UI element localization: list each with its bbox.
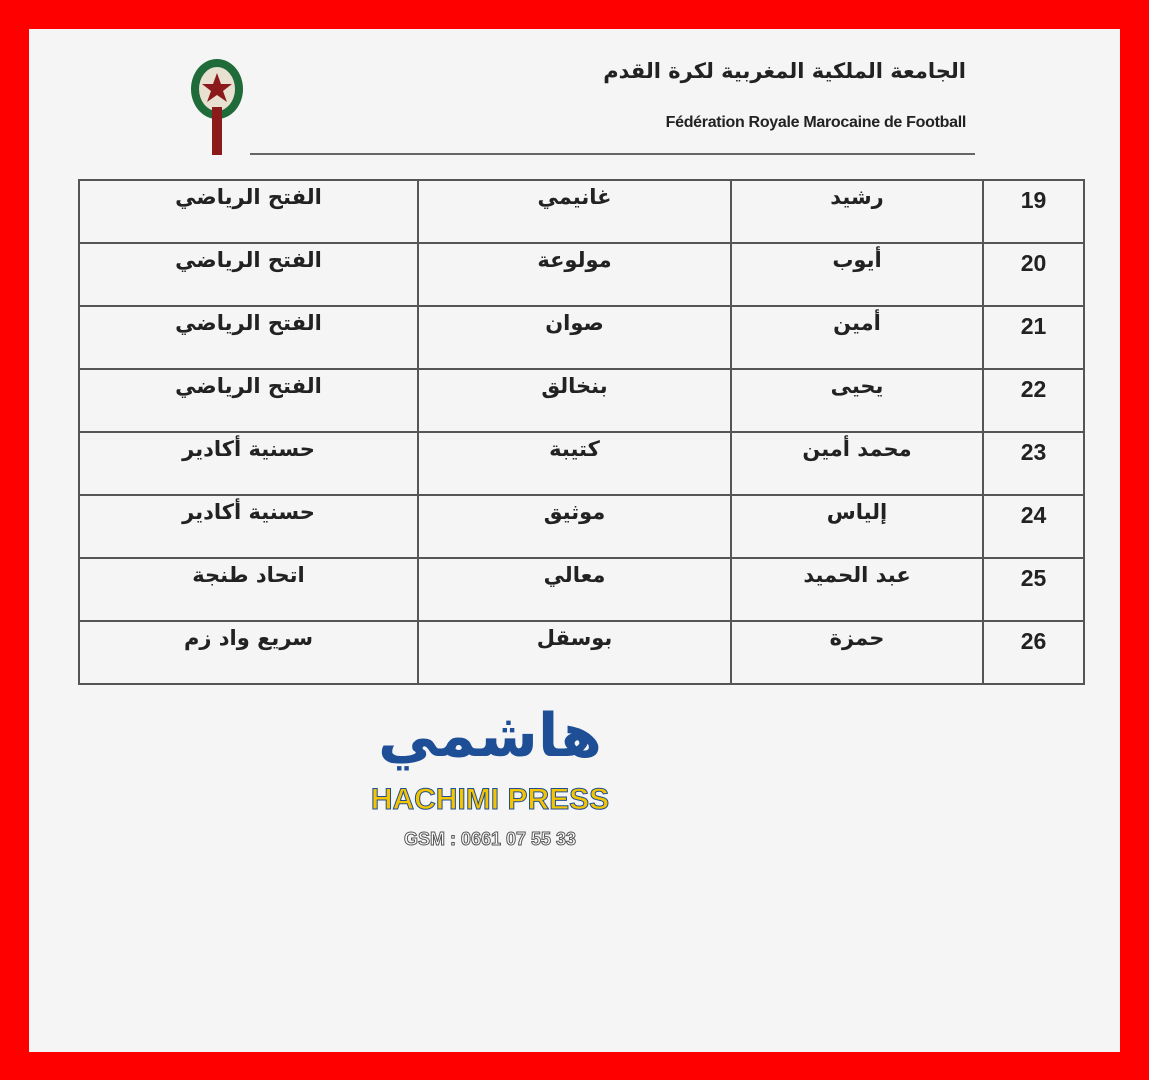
player-number: 21	[982, 305, 1085, 370]
club-cell: الفتح الرياضي	[78, 242, 419, 307]
table-row: 24 إلياس موثيق حسنية أكادير	[78, 494, 1085, 559]
club-cell: الفتح الرياضي	[78, 179, 419, 244]
player-number: 24	[982, 494, 1085, 559]
first-name-cell: إلياس	[730, 494, 984, 559]
last-name-cell: صوان	[417, 305, 732, 370]
player-number: 22	[982, 368, 1085, 433]
player-number: 25	[982, 557, 1085, 622]
players-table: 19 رشيد غانيمي الفتح الرياضي 20 أيوب مولوعة الف…	[78, 179, 1085, 685]
first-name-cell: محمد أمين	[730, 431, 984, 496]
table-row: 20 أيوب مولوعة الفتح الرياضي	[78, 242, 1085, 307]
frmf-logo	[191, 59, 243, 155]
table-row: 26 حمزة بوسقل سريع واد زم	[78, 620, 1085, 685]
club-cell: سريع واد زم	[78, 620, 419, 685]
table-row: 25 عبد الحميد معالي اتحاد طنجة	[78, 557, 1085, 622]
first-name-cell: أيوب	[730, 242, 984, 307]
club-cell: الفتح الرياضي	[78, 305, 419, 370]
player-number: 26	[982, 620, 1085, 685]
last-name-cell: غانيمي	[417, 179, 732, 244]
header-divider	[250, 153, 975, 155]
federation-title-french: Fédération Royale Marocaine de Football	[665, 114, 967, 131]
first-name-cell: حمزة	[730, 620, 984, 685]
first-name-cell: يحيى	[730, 368, 984, 433]
player-number: 20	[982, 242, 1085, 307]
table-row: 19 رشيد غانيمي الفتح الرياضي	[78, 179, 1085, 244]
club-cell: اتحاد طنجة	[78, 557, 419, 622]
first-name-cell: رشيد	[730, 179, 984, 244]
table-row: 22 يحيى بنخالق الفتح الرياضي	[78, 368, 1085, 433]
last-name-cell: معالي	[417, 557, 732, 622]
last-name-cell: موثيق	[417, 494, 732, 559]
federation-title-arabic: الجامعة الملكية المغربية لكرة القدم	[603, 59, 966, 83]
club-cell: الفتح الرياضي	[78, 368, 419, 433]
last-name-cell: بوسقل	[417, 620, 732, 685]
last-name-cell: بنخالق	[417, 368, 732, 433]
first-name-cell: أمين	[730, 305, 984, 370]
club-cell: حسنية أكادير	[78, 431, 419, 496]
last-name-cell: مولوعة	[417, 242, 732, 307]
player-number: 23	[982, 431, 1085, 496]
player-number: 19	[982, 179, 1085, 244]
club-cell: حسنية أكادير	[78, 494, 419, 559]
last-name-cell: كتيبة	[417, 431, 732, 496]
table-row: 21 أمين صوان الفتح الرياضي	[78, 305, 1085, 370]
document-page: الجامعة الملكية المغربية لكرة القدم Fédé…	[29, 29, 1120, 1052]
first-name-cell: عبد الحميد	[730, 557, 984, 622]
table-row: 23 محمد أمين كتيبة حسنية أكادير	[78, 431, 1085, 496]
